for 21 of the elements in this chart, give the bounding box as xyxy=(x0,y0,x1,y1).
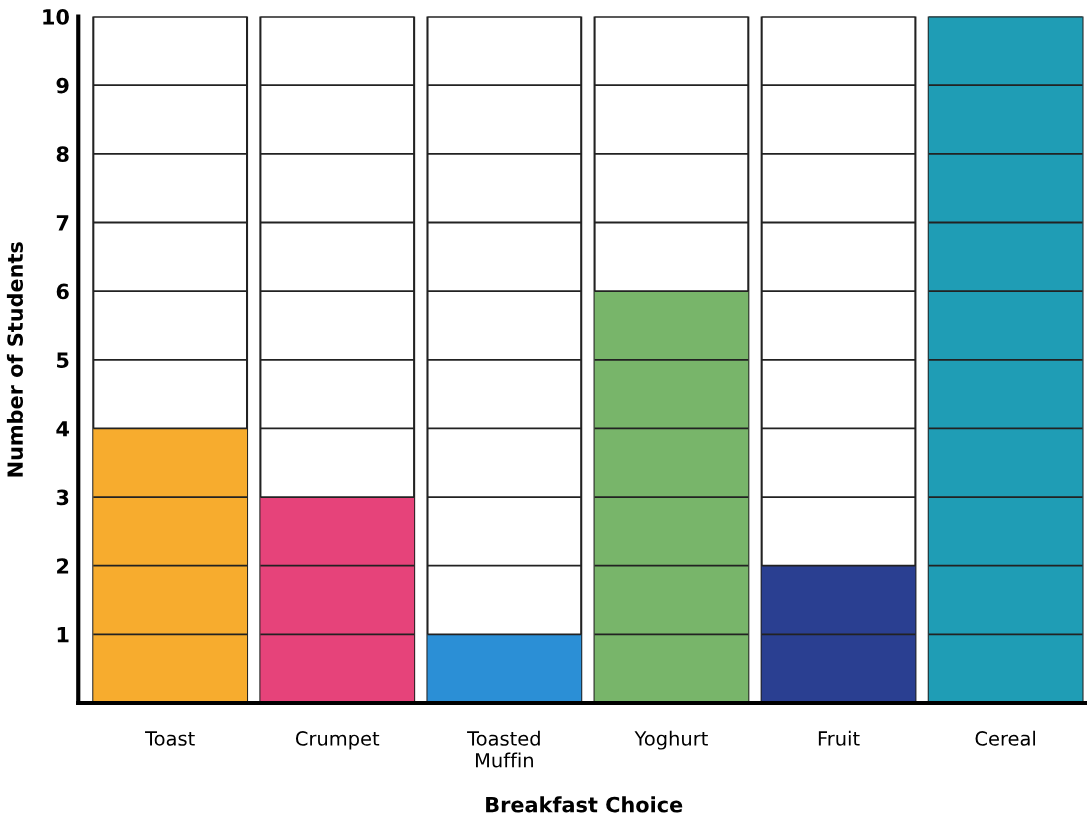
y-tick-label: 7 xyxy=(56,215,69,231)
bar xyxy=(761,565,916,703)
x-tick-label: Yoghurt xyxy=(634,730,708,750)
bar xyxy=(427,634,582,703)
x-tick-label: Toasted Muffin xyxy=(467,730,540,768)
x-axis-title: Breakfast Choice xyxy=(486,796,683,813)
y-tick-label: 9 xyxy=(56,77,69,94)
x-tick-label: Fruit xyxy=(818,730,860,746)
y-tick-label: 4 xyxy=(56,421,69,437)
y-tick-label: 10 xyxy=(43,9,69,25)
y-tick-label: 1 xyxy=(57,627,69,643)
bar xyxy=(260,497,415,703)
y-tick-label: 5 xyxy=(57,352,69,368)
x-tick-label: Crumpet xyxy=(295,731,380,750)
y-tick-label: 3 xyxy=(56,489,69,506)
y-tick-label: 8 xyxy=(56,146,69,163)
y-tick-label: 2 xyxy=(57,558,69,574)
y-axis-title: Number of Students xyxy=(6,242,24,477)
x-tick-label: Toast xyxy=(145,731,195,746)
y-tick-label: 6 xyxy=(56,283,69,300)
x-tick-label: Cereal xyxy=(975,730,1035,746)
